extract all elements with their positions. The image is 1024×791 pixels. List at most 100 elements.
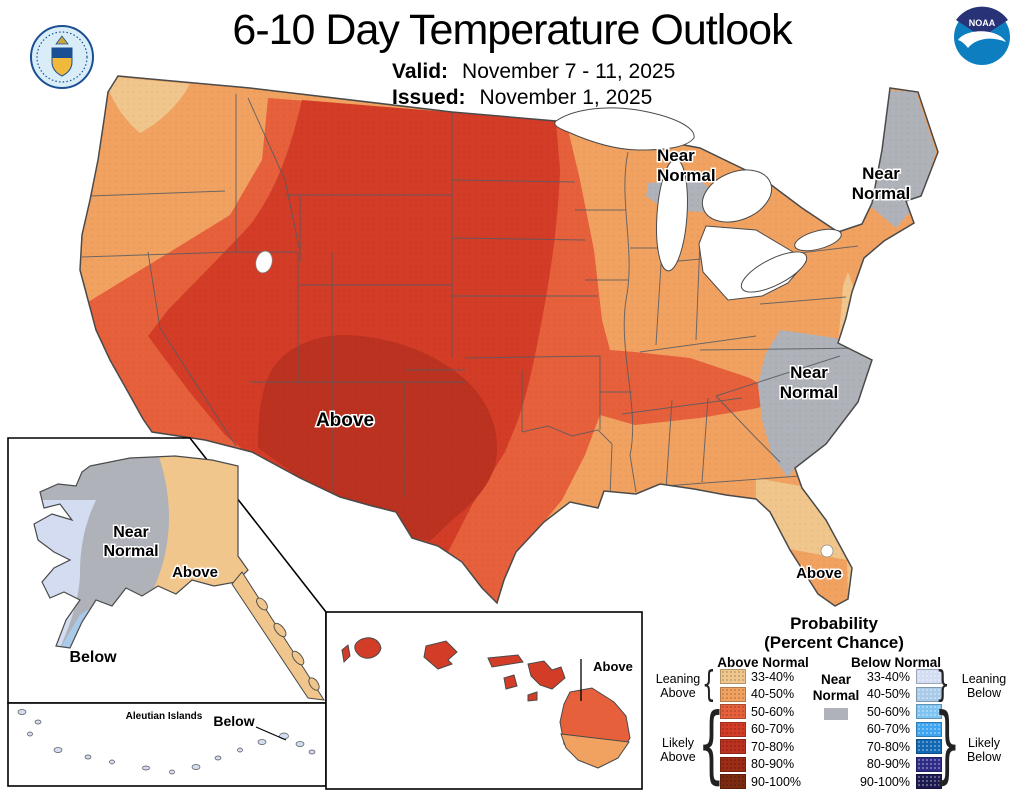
issued-label: Issued: bbox=[392, 86, 466, 109]
legend-above-header: Above Normal bbox=[717, 655, 809, 670]
legend-title-2: (Percent Chance) bbox=[764, 633, 904, 652]
legend-row-above: 70-80% bbox=[720, 738, 801, 756]
legend-row-above: 40-50% bbox=[720, 686, 801, 704]
island-molokai bbox=[487, 654, 524, 668]
legend-range-label: 40-50% bbox=[751, 687, 795, 702]
legend-swatch-below-40-50 bbox=[916, 686, 942, 702]
legend-swatch-above-50-60 bbox=[720, 704, 746, 720]
legend-range-label: 70-80% bbox=[866, 739, 910, 754]
label-near-normal-northeast-2: Normal bbox=[852, 184, 911, 203]
legend-swatch-above-70-80 bbox=[720, 739, 746, 755]
legend-row-below: 40-50% bbox=[852, 686, 942, 704]
valid-value: November 7 - 11, 2025 bbox=[462, 60, 676, 83]
legend-swatch-above-90-100 bbox=[720, 774, 746, 790]
legend-leaning-below: Leaning Below bbox=[952, 672, 1016, 701]
aleutian-island bbox=[27, 731, 33, 737]
aleutian-island bbox=[109, 759, 115, 765]
brace-leaning-above: { bbox=[702, 664, 716, 705]
island-kauai bbox=[354, 637, 382, 659]
legend-swatch-below-33-40 bbox=[916, 669, 942, 685]
legend-row-below: 70-80% bbox=[852, 738, 942, 756]
legend-swatch-below-60-70 bbox=[916, 721, 942, 737]
alaska-below-33-40-area bbox=[34, 500, 96, 648]
noaa-logo-icon: NOAA bbox=[954, 6, 1010, 65]
legend-range-label: 80-90% bbox=[866, 757, 910, 772]
legend-swatch-above-80-90 bbox=[720, 756, 746, 772]
hawaii-inset: Above bbox=[325, 611, 643, 790]
legend-swatch-below-70-80 bbox=[916, 739, 942, 755]
legend-range-label: 50-60% bbox=[866, 704, 910, 719]
aleutian-island bbox=[191, 764, 201, 770]
legend-range-label: 60-70% bbox=[866, 722, 910, 737]
legend-range-label: 70-80% bbox=[751, 739, 795, 754]
label-alaska-above: Above bbox=[172, 564, 218, 581]
label-alaska-near-normal-2: Normal bbox=[103, 543, 158, 560]
hawaiian-islands bbox=[341, 637, 631, 769]
legend-leaning-above-2: Above bbox=[660, 686, 696, 701]
alaska-outline bbox=[33, 455, 249, 649]
legend-row-below: 80-90% bbox=[852, 756, 942, 774]
legend-row-above: 33-40% bbox=[720, 668, 801, 686]
lake-okeechobee bbox=[820, 544, 834, 558]
lake-ontario bbox=[794, 228, 842, 252]
legend-range-label: 60-70% bbox=[751, 722, 795, 737]
lake-erie bbox=[740, 251, 808, 293]
legend-leaning-above: Leaning Above bbox=[648, 672, 708, 701]
great-lakes bbox=[255, 107, 842, 558]
legend-range-label: 40-50% bbox=[866, 687, 910, 702]
legend-row-below: 50-60% bbox=[852, 703, 942, 721]
aleutian-island bbox=[169, 769, 175, 775]
legend-swatch-below-50-60 bbox=[916, 704, 942, 720]
legend-range-label: 33-40% bbox=[751, 669, 795, 684]
label-aleutian-below: Below bbox=[213, 713, 254, 729]
island-maui bbox=[527, 660, 566, 690]
legend-row-above: 60-70% bbox=[720, 721, 801, 739]
aleutian-island bbox=[34, 719, 42, 725]
label-aleutian-islands: Aleutian Islands bbox=[126, 711, 203, 722]
alaska-above-area bbox=[148, 456, 248, 600]
lake-superior bbox=[554, 107, 695, 151]
issued-value: November 1, 2025 bbox=[479, 86, 653, 109]
label-alaska-below: Below bbox=[69, 649, 117, 666]
legend-leaning-below-2: Below bbox=[966, 686, 1002, 701]
alaska-inset: Near Normal Above Below bbox=[7, 437, 327, 704]
legend-below-header: Below Normal bbox=[850, 655, 942, 670]
aleutian-island bbox=[237, 747, 243, 753]
page-title: 6-10 Day Temperature Outlook bbox=[232, 6, 792, 54]
legend-row-above: 80-90% bbox=[720, 756, 801, 774]
legend-row-below: 33-40% bbox=[852, 668, 942, 686]
label-near-normal-upper-midwest-2: Normal bbox=[657, 166, 716, 185]
aleutian-island bbox=[214, 755, 222, 761]
island-oahu bbox=[423, 640, 458, 670]
aleutian-island bbox=[257, 739, 267, 745]
panhandle-island bbox=[291, 650, 305, 666]
island-kahoolawe bbox=[527, 691, 538, 702]
legend-range-label: 33-40% bbox=[866, 669, 910, 684]
legend-near-normal-2: Normal bbox=[812, 688, 860, 703]
lake-michigan bbox=[656, 158, 688, 272]
label-near-normal-southeast-1: Near bbox=[790, 363, 828, 382]
legend-row-below: 90-100% bbox=[852, 773, 942, 791]
label-near-normal-southeast-2: Normal bbox=[780, 383, 839, 402]
aleutian-leader-line bbox=[255, 726, 287, 741]
legend-likely-above: Likely Above bbox=[648, 736, 708, 765]
legend-range-label: 90-100% bbox=[859, 774, 910, 789]
brace-leaning-below: } bbox=[936, 664, 950, 705]
brace-likely-below: } bbox=[934, 695, 961, 791]
legend-above-column: 33-40% 40-50% 50-60% 60-70% 70-80% 80-90… bbox=[720, 668, 801, 791]
lake-huron bbox=[701, 169, 773, 223]
legend-range-label: 90-100% bbox=[751, 774, 802, 789]
legend-range-label: 80-90% bbox=[751, 757, 795, 772]
legend-likely-below-1: Likely bbox=[968, 736, 1000, 750]
island-lanai bbox=[503, 674, 518, 690]
aleutian-island bbox=[295, 741, 305, 747]
label-alaska-near-normal-1: Near bbox=[113, 524, 149, 541]
panhandle-island bbox=[273, 622, 287, 638]
legend-swatch-above-40-50 bbox=[720, 686, 746, 702]
aleutian-island bbox=[53, 747, 63, 753]
aleutian-islands bbox=[17, 709, 316, 775]
aleutian-island bbox=[17, 709, 27, 715]
label-near-normal-northeast-1: Near bbox=[862, 164, 900, 183]
legend-likely-below: Likely Below bbox=[952, 736, 1016, 765]
legend-likely-above-1: Likely bbox=[662, 736, 694, 750]
